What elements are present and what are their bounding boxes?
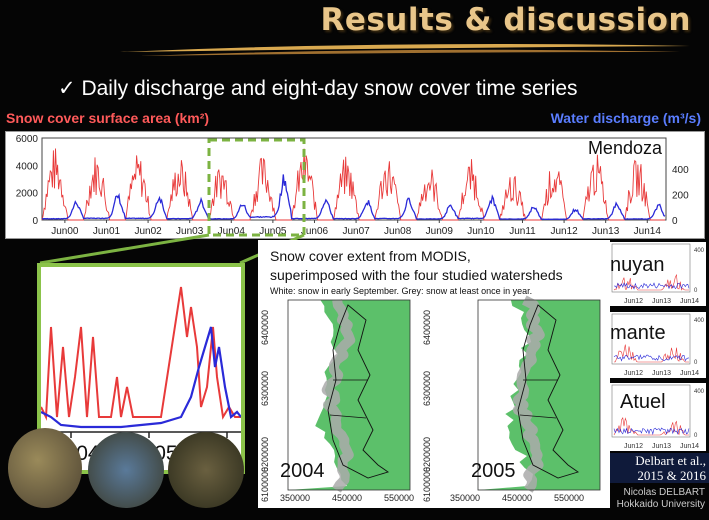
side-tick: 0: [694, 433, 698, 439]
map-y-tick: 6100000: [260, 466, 270, 502]
side-chart-diamante: mante 400 0 Jun12 Jun13 Jun14: [610, 312, 706, 378]
map-subtitle: White: snow in early September. Grey: sn…: [270, 286, 533, 296]
right-tick-label: 400: [672, 165, 689, 176]
side-tick: 400: [694, 318, 705, 324]
side-chart-tunuyan: nuyan 400 0 Jun12 Jun13 Jun14: [610, 242, 706, 306]
map-frame: [477, 299, 601, 491]
x-tick-label: Jun09: [426, 226, 454, 237]
bullet-text: Daily discharge and eight-day snow cover…: [81, 77, 578, 100]
station-name: Mendoza: [588, 138, 663, 158]
map-y-tick: 6300000: [422, 370, 432, 406]
map-y-tick: 6400000: [422, 309, 432, 345]
side-tick: 400: [694, 389, 705, 395]
x-tick-label: Jun01: [93, 226, 121, 237]
map-x-tick: 550000: [384, 493, 415, 503]
modis-map-panel: Snow cover extent from MODIS, superimpos…: [258, 240, 610, 508]
map-frame: [287, 299, 411, 491]
map-snow-white: [288, 300, 348, 490]
map-y-tick: 6400000: [260, 309, 270, 345]
station-name: Atuel: [620, 391, 666, 413]
x-tick-label: Jun14: [634, 226, 662, 237]
x-tick-label: Jun02: [134, 226, 162, 237]
map-year-label: 2005: [471, 460, 516, 482]
side-x-tick: Jun14: [680, 370, 699, 377]
x-tick-label: Jun13: [592, 226, 620, 237]
map-y-tick: 6300000: [260, 370, 270, 406]
photo-landscape: [168, 432, 244, 508]
author-affiliation: Hokkaido University: [616, 499, 705, 510]
map-x-tick: 350000: [280, 493, 311, 503]
photo-vineyard: [8, 428, 82, 508]
x-tick-label: Jun00: [51, 226, 79, 237]
map-snow-white: [478, 300, 534, 490]
station-name: nuyan: [610, 254, 665, 276]
snow-series-line: [41, 148, 665, 221]
right-tick-label: 0: [672, 216, 678, 227]
x-tick-label: Jun05: [259, 226, 287, 237]
map-x-tick: 550000: [554, 493, 585, 503]
x-tick-label: Jun10: [467, 226, 495, 237]
map-x-tick: 450000: [502, 493, 533, 503]
main-chart: 6000 4000 2000 0 400 200 0 Jun00 Jun01 Jun02 Jun03…: [5, 131, 705, 239]
side-x-tick: Jun14: [680, 443, 699, 450]
side-x-tick: Jun12: [624, 298, 643, 305]
left-tick-label: 0: [32, 216, 38, 227]
water-series-line: [41, 174, 666, 221]
inset-water-line: [40, 326, 242, 429]
snow-axis-label: Snow cover surface area (km²): [6, 110, 210, 126]
map-title-line2: superimposed with the four studied water…: [270, 267, 563, 283]
station-name: mante: [610, 322, 666, 344]
check-mark-icon: ✓: [58, 77, 76, 100]
side-x-tick: Jun12: [624, 443, 643, 450]
side-chart-svg: 400 0 Jun12 Jun13 Jun14: [611, 243, 705, 305]
author-name: Nicolas DELBART: [623, 487, 705, 498]
side-x-tick: Jun14: [680, 298, 699, 305]
x-tick-label: Jun03: [176, 226, 204, 237]
side-x-tick: Jun12: [624, 370, 643, 377]
side-chart-svg: 400 0 Jun12 Jun13 Jun14: [611, 313, 705, 377]
side-x-tick: Jun13: [652, 370, 671, 377]
side-chart-svg: 400 0 Jun12 Jun13 Jun14: [611, 384, 705, 450]
side-chart-atuel: Atuel 400 0 Jun12 Jun13 Jun14: [610, 383, 706, 451]
citation-line2: 2015 & 2016: [637, 468, 706, 483]
side-tick: 400: [694, 248, 705, 254]
x-tick-label: Jun08: [384, 226, 412, 237]
side-x-tick: Jun13: [652, 443, 671, 450]
x-tick-label: Jun12: [550, 226, 578, 237]
side-x-tick: Jun13: [652, 298, 671, 305]
map-x-tick: 350000: [450, 493, 481, 503]
author-info: Nicolas DELBART Hokkaido University: [617, 487, 705, 511]
map-snow-grey: [512, 295, 545, 493]
slide-title: Results & discussion: [320, 2, 691, 38]
right-tick-label: 200: [672, 191, 689, 202]
left-tick-label: 2000: [16, 189, 39, 200]
water-axis-label: Water discharge (m³/s): [550, 110, 701, 126]
x-tick-label: Jun07: [342, 226, 370, 237]
map-title-line1: Snow cover extent from MODIS,: [270, 248, 471, 264]
map-title: Snow cover extent from MODIS, superimpos…: [270, 247, 563, 285]
x-tick-label: Jun11: [509, 226, 536, 237]
title-swoosh: [120, 44, 690, 56]
inset-snow-line: [40, 286, 241, 421]
map-svg: [287, 295, 601, 493]
map-year-label: 2004: [280, 460, 325, 482]
watershed-outline: [327, 304, 390, 479]
watershed-outline: [517, 304, 580, 479]
x-tick-label: Jun04: [218, 226, 246, 237]
photo-river: [88, 432, 164, 508]
side-tick: 0: [694, 360, 698, 366]
left-tick-label: 4000: [16, 161, 39, 172]
citation: Delbart et al., 2015 & 2016: [610, 453, 709, 483]
x-tick-label: Jun06: [301, 226, 329, 237]
map-snow-grey: [321, 299, 356, 493]
bullet-line: ✓ Daily discharge and eight-day snow cov…: [58, 76, 578, 101]
side-tick: 0: [694, 288, 698, 294]
left-tick-label: 6000: [16, 134, 39, 145]
citation-line1: Delbart et al.,: [635, 453, 706, 468]
map-y-tick: 6100000: [422, 466, 432, 502]
map-x-tick: 450000: [332, 493, 363, 503]
